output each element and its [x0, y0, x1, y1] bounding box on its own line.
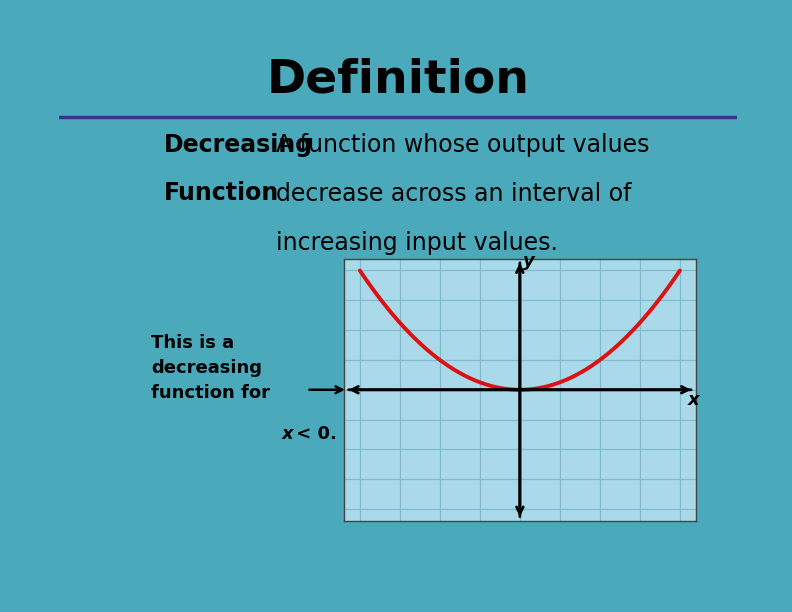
Text: Definition: Definition: [266, 58, 530, 103]
Text: < 0.: < 0.: [290, 425, 337, 442]
Text: x: x: [281, 425, 293, 442]
Text: increasing input values.: increasing input values.: [276, 231, 558, 255]
Text: Function: Function: [165, 181, 280, 205]
Text: decrease across an interval of: decrease across an interval of: [276, 182, 631, 206]
Text: Decreasing: Decreasing: [165, 133, 314, 157]
Text: y: y: [523, 252, 535, 270]
Text: x: x: [688, 391, 700, 409]
Text: This is a
decreasing
function for: This is a decreasing function for: [150, 334, 276, 401]
Text: A function whose output values: A function whose output values: [276, 133, 649, 157]
